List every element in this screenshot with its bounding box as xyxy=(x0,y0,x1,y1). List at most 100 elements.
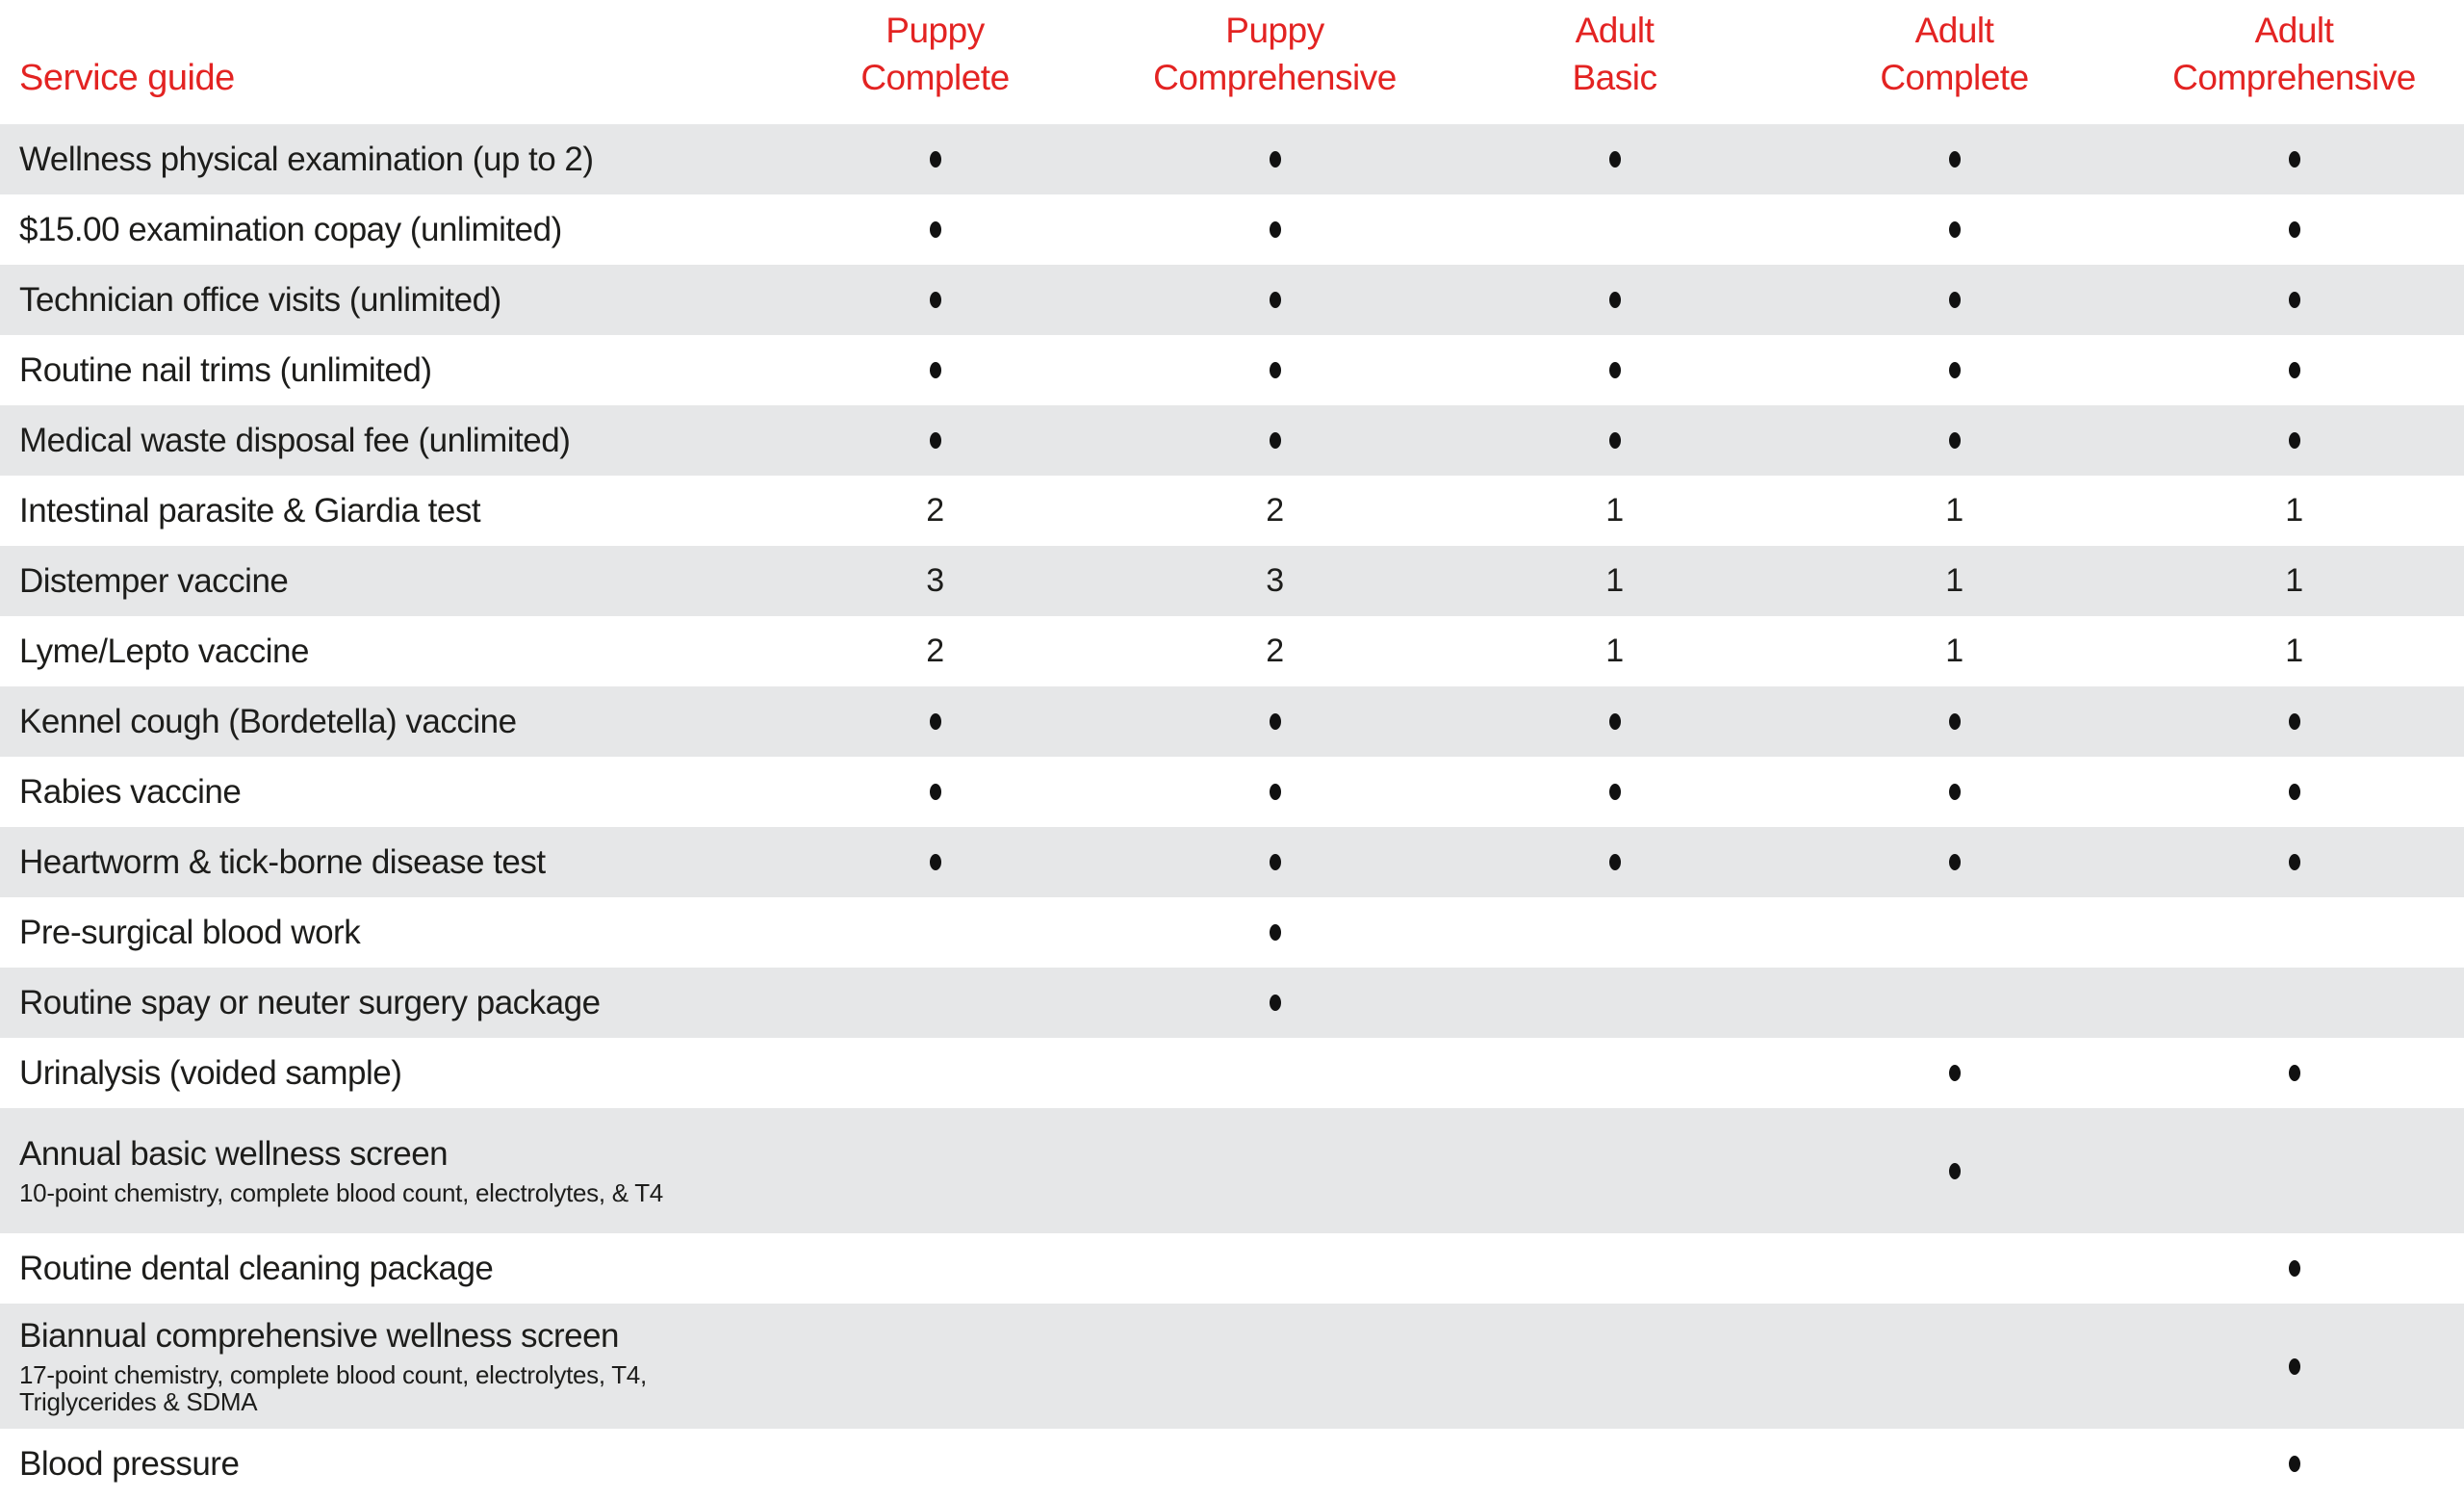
plan-cell xyxy=(2124,897,2464,968)
plan-cell xyxy=(765,194,1105,265)
service-label-cell: Routine spay or neuter surgery package xyxy=(0,984,765,1021)
service-label: Technician office visits (unlimited) xyxy=(19,280,501,319)
plan-cell xyxy=(1784,827,2124,897)
table-row: Technician office visits (unlimited) xyxy=(0,265,2464,335)
plan-cell xyxy=(1105,405,1445,476)
plan-cell xyxy=(1105,686,1445,757)
included-dot xyxy=(1948,151,1961,168)
service-label-cell: Pre-surgical blood work xyxy=(0,914,765,951)
service-label-cell: Medical waste disposal fee (unlimited) xyxy=(0,421,765,459)
service-label: Lyme/Lepto vaccine xyxy=(19,632,310,670)
service-label: Rabies vaccine xyxy=(19,772,242,811)
quantity-value: 1 xyxy=(2285,492,2303,529)
plan-cell xyxy=(2124,827,2464,897)
column-name-line1: Puppy xyxy=(1225,11,1324,50)
plan-cell xyxy=(1445,897,1784,968)
column-header-adult-basic: Adult Basic xyxy=(1445,7,1784,124)
service-label-cell: Heartworm & tick-borne disease test xyxy=(0,843,765,881)
included-dot xyxy=(1948,854,1961,870)
included-dot xyxy=(2288,292,2300,308)
table-row: Biannual comprehensive wellness screen 17… xyxy=(0,1304,2464,1429)
column-name-line2: Complete xyxy=(860,58,1010,97)
included-dot xyxy=(2288,151,2300,168)
included-dot xyxy=(1269,362,1281,378)
plan-cell xyxy=(1445,405,1784,476)
quantity-value: 1 xyxy=(1945,633,1964,669)
quantity-value: 1 xyxy=(2285,633,2303,669)
plan-cell xyxy=(765,124,1105,194)
plan-cell xyxy=(765,1304,1105,1429)
table-row: Lyme/Lepto vaccine 2 2 1 1 1 xyxy=(0,616,2464,686)
included-dot xyxy=(929,713,941,730)
plan-cell xyxy=(1105,265,1445,335)
table-header: Service guide Puppy Complete Puppy Comprehe… xyxy=(0,0,2464,124)
column-header-adult-complete: Adult Complete xyxy=(1784,7,2124,124)
included-dot xyxy=(1948,713,1961,730)
plan-cell xyxy=(1445,1304,1784,1429)
plan-cell xyxy=(1105,757,1445,827)
plan-cell xyxy=(1784,897,2124,968)
table-row: Heartworm & tick-borne disease test xyxy=(0,827,2464,897)
plan-cell xyxy=(765,1233,1105,1304)
plan-cell: 3 xyxy=(765,546,1105,616)
plan-cell xyxy=(1105,897,1445,968)
plan-cell xyxy=(1445,968,1784,1038)
plan-cell xyxy=(1445,827,1784,897)
plan-cell xyxy=(1445,1108,1784,1233)
included-dot xyxy=(1269,784,1281,800)
included-dot xyxy=(2288,1456,2300,1472)
service-label-cell: Annual basic wellness screen 10-point che… xyxy=(0,1134,765,1206)
service-label-cell: Urinalysis (voided sample) xyxy=(0,1054,765,1092)
included-dot xyxy=(1269,432,1281,449)
plan-cell: 2 xyxy=(765,476,1105,546)
service-label: Medical waste disposal fee (unlimited) xyxy=(19,421,571,459)
included-dot xyxy=(2288,854,2300,870)
plan-cell xyxy=(765,827,1105,897)
service-label: Routine dental cleaning package xyxy=(19,1249,494,1287)
service-label-cell: Technician office visits (unlimited) xyxy=(0,280,765,319)
included-dot xyxy=(1269,924,1281,941)
quantity-value: 3 xyxy=(1266,562,1284,599)
plan-cell: 1 xyxy=(1445,546,1784,616)
corner-cell: Service guide xyxy=(0,58,765,124)
plan-cell xyxy=(1105,124,1445,194)
column-name-line2: Comprehensive xyxy=(2172,58,2416,97)
quantity-value: 1 xyxy=(1605,633,1624,669)
quantity-value: 3 xyxy=(926,562,944,599)
service-label: Kennel cough (Bordetella) vaccine xyxy=(19,702,517,740)
plan-cell xyxy=(1784,1108,2124,1233)
plan-cell xyxy=(2124,124,2464,194)
plan-cell xyxy=(1784,968,2124,1038)
plan-cell xyxy=(2124,1108,2464,1233)
column-name-line1: Adult xyxy=(1575,11,1655,50)
plan-cell xyxy=(765,968,1105,1038)
table-row: Annual basic wellness screen 10-point che… xyxy=(0,1108,2464,1233)
quantity-value: 1 xyxy=(1945,492,1964,529)
plan-cell xyxy=(2124,335,2464,405)
plan-cell xyxy=(765,897,1105,968)
column-name-line1: Puppy xyxy=(886,11,985,50)
plan-cell xyxy=(2124,686,2464,757)
plan-cell xyxy=(1445,686,1784,757)
table-row: Routine nail trims (unlimited) xyxy=(0,335,2464,405)
table-row: Wellness physical examination (up to 2) xyxy=(0,124,2464,194)
plan-cell xyxy=(1105,1233,1445,1304)
included-dot xyxy=(929,221,941,238)
service-label-cell: Blood pressure xyxy=(0,1444,765,1483)
service-label-cell: Routine dental cleaning package xyxy=(0,1249,765,1287)
plan-cell xyxy=(1105,968,1445,1038)
plan-cell xyxy=(1784,405,2124,476)
plan-cell xyxy=(1784,1429,2124,1499)
included-dot xyxy=(2288,713,2300,730)
plan-cell xyxy=(1105,827,1445,897)
service-label: Blood pressure xyxy=(19,1444,240,1483)
included-dot xyxy=(1948,292,1961,308)
service-label: Annual basic wellness screen xyxy=(19,1134,449,1173)
included-dot xyxy=(1608,432,1621,449)
plan-cell xyxy=(1445,265,1784,335)
column-name-line2: Basic xyxy=(1572,58,1657,97)
plan-cell xyxy=(765,757,1105,827)
plan-cell xyxy=(1784,335,2124,405)
included-dot xyxy=(1269,995,1281,1011)
